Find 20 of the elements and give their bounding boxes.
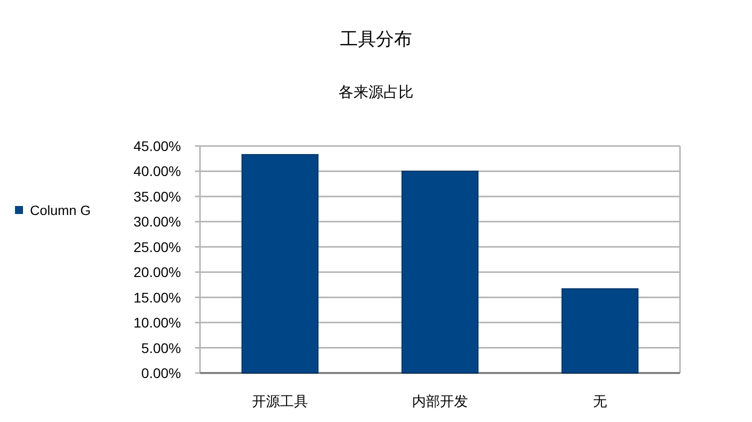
y-tick-label: 35.00% bbox=[134, 188, 181, 204]
y-tick-label: 20.00% bbox=[134, 264, 181, 280]
bar bbox=[402, 170, 478, 374]
legend: Column G bbox=[15, 203, 91, 218]
y-tick-label: 45.00% bbox=[134, 138, 181, 154]
y-tick-label: 15.00% bbox=[134, 289, 181, 306]
y-tick-label: 40.00% bbox=[134, 163, 181, 180]
x-tick-label: 开源工具 bbox=[252, 393, 308, 409]
y-tick-label: 5.00% bbox=[141, 340, 181, 356]
bar bbox=[562, 288, 638, 374]
chart-title: 工具分布 bbox=[340, 29, 412, 49]
y-tick-label: 25.00% bbox=[134, 238, 181, 255]
chart-subtitle: 各来源占比 bbox=[338, 84, 414, 101]
y-tick-label: 30.00% bbox=[134, 214, 181, 230]
x-tick-label: 无 bbox=[593, 393, 607, 409]
legend-label: Column G bbox=[30, 203, 91, 218]
y-tick-label: 0.00% bbox=[141, 365, 181, 381]
x-tick-label: 内部开发 bbox=[412, 393, 468, 409]
y-tick-label: 10.00% bbox=[134, 314, 181, 331]
bar bbox=[242, 154, 318, 374]
